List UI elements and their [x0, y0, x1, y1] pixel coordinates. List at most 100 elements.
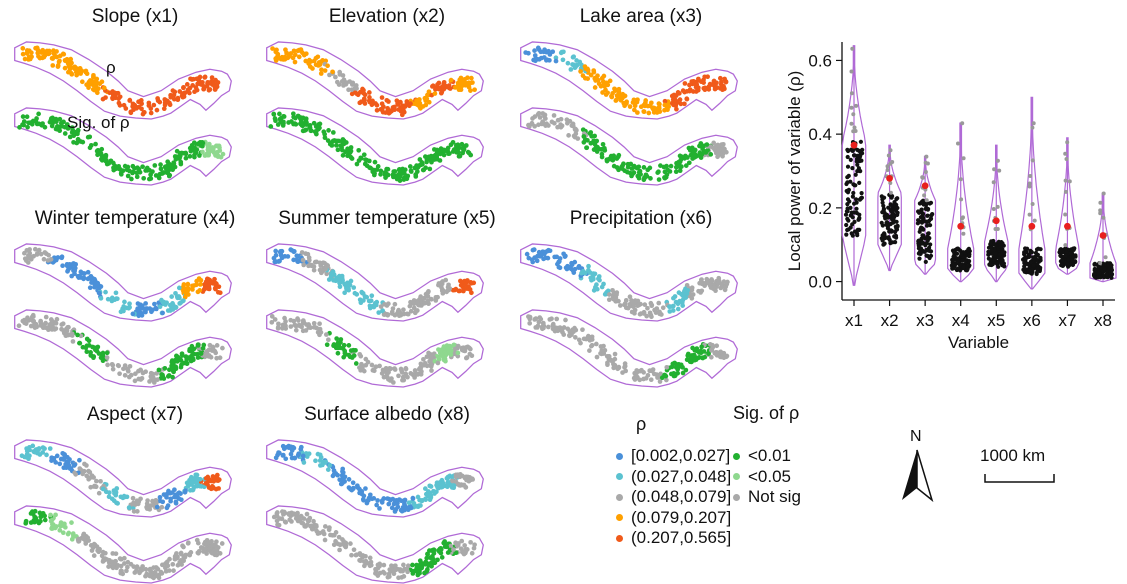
- map-point: [667, 304, 672, 310]
- map-point: [423, 98, 428, 104]
- map-point: [76, 70, 81, 76]
- map-point: [161, 492, 167, 497]
- data-point: [845, 175, 850, 180]
- map-point: [299, 250, 305, 255]
- map-point: [393, 563, 398, 568]
- map-point: [315, 451, 321, 457]
- map-point: [38, 318, 43, 324]
- map-point: [711, 284, 717, 290]
- map-point: [647, 368, 653, 373]
- map-point: [73, 472, 79, 477]
- map-point: [97, 285, 102, 290]
- map-point: [531, 247, 537, 252]
- map-point: [388, 497, 393, 503]
- map-point: [450, 287, 456, 293]
- map-point: [527, 320, 533, 326]
- map-point: [310, 66, 315, 71]
- data-point: [1060, 258, 1065, 263]
- map-point: [538, 49, 544, 55]
- outlier-point: [1063, 189, 1068, 194]
- map-point: [569, 123, 575, 128]
- data-point: [1038, 256, 1043, 261]
- outlier-point: [922, 193, 927, 198]
- map-point: [340, 346, 346, 351]
- map-point: [591, 69, 597, 75]
- violin-x1: [841, 45, 867, 286]
- map-point: [161, 376, 167, 381]
- map-point: [318, 71, 324, 76]
- map-point: [426, 289, 431, 294]
- data-point: [967, 259, 972, 264]
- map-point: [565, 60, 571, 66]
- map-point: [171, 92, 177, 98]
- data-point: [988, 241, 993, 246]
- map-point: [385, 166, 391, 172]
- map-point: [214, 143, 220, 149]
- map-point: [610, 287, 615, 293]
- outlier-point: [991, 180, 996, 185]
- map-point: [407, 164, 413, 169]
- map-point: [323, 524, 328, 529]
- data-point: [993, 251, 998, 256]
- map-point: [423, 154, 428, 159]
- map-point: [340, 153, 346, 158]
- data-point: [1022, 252, 1027, 257]
- map-point: [468, 476, 474, 482]
- map-point: [387, 365, 393, 371]
- map-point: [333, 471, 339, 476]
- map-point: [652, 307, 657, 313]
- map-point: [324, 342, 330, 348]
- map-point: [671, 371, 677, 376]
- mean-point: [850, 141, 858, 149]
- data-point: [996, 239, 1001, 244]
- map-point: [303, 58, 309, 64]
- map-point: [104, 350, 110, 356]
- map-point: [158, 569, 164, 575]
- data-point: [927, 218, 932, 223]
- map-point: [585, 66, 590, 72]
- map-point: [552, 328, 558, 334]
- map-point: [601, 343, 606, 349]
- map-point: [392, 367, 398, 372]
- map-point: [322, 537, 328, 543]
- legend-label: (0.079,0.207]: [631, 507, 732, 527]
- map-point: [716, 146, 722, 152]
- data-point: [989, 248, 994, 253]
- map-point: [349, 82, 355, 87]
- map-point: [178, 551, 184, 557]
- map-point: [300, 257, 306, 263]
- map-point: [363, 486, 368, 491]
- map-point: [581, 336, 587, 342]
- legend-label: <0.05: [748, 466, 792, 486]
- data-point: [1058, 249, 1063, 254]
- map-point: [339, 79, 345, 84]
- map-point: [100, 96, 106, 102]
- map-point: [623, 368, 629, 374]
- map-point: [325, 63, 330, 69]
- map-point: [103, 155, 108, 161]
- data-point: [845, 202, 850, 207]
- map-point: [339, 481, 345, 487]
- map-point: [185, 87, 191, 93]
- map-point: [612, 362, 618, 368]
- map-point: [288, 451, 294, 457]
- map-point: [276, 259, 282, 264]
- map-point: [424, 555, 430, 561]
- map-point: [268, 124, 274, 129]
- map-point: [195, 355, 201, 360]
- map-point: [648, 300, 654, 306]
- outlier-point: [1028, 174, 1033, 178]
- significance-map: [14, 107, 232, 186]
- rho-map: [266, 439, 484, 518]
- map-point: [118, 170, 124, 176]
- map-point: [625, 164, 631, 170]
- map-point: [94, 148, 100, 154]
- map-point: [386, 376, 391, 382]
- map-point: [423, 559, 429, 565]
- map-point: [20, 46, 26, 51]
- map-point: [42, 124, 48, 130]
- map-point: [690, 89, 696, 94]
- map-point: [375, 498, 380, 503]
- data-point: [916, 218, 921, 223]
- rho-annotation: ρ: [106, 58, 116, 77]
